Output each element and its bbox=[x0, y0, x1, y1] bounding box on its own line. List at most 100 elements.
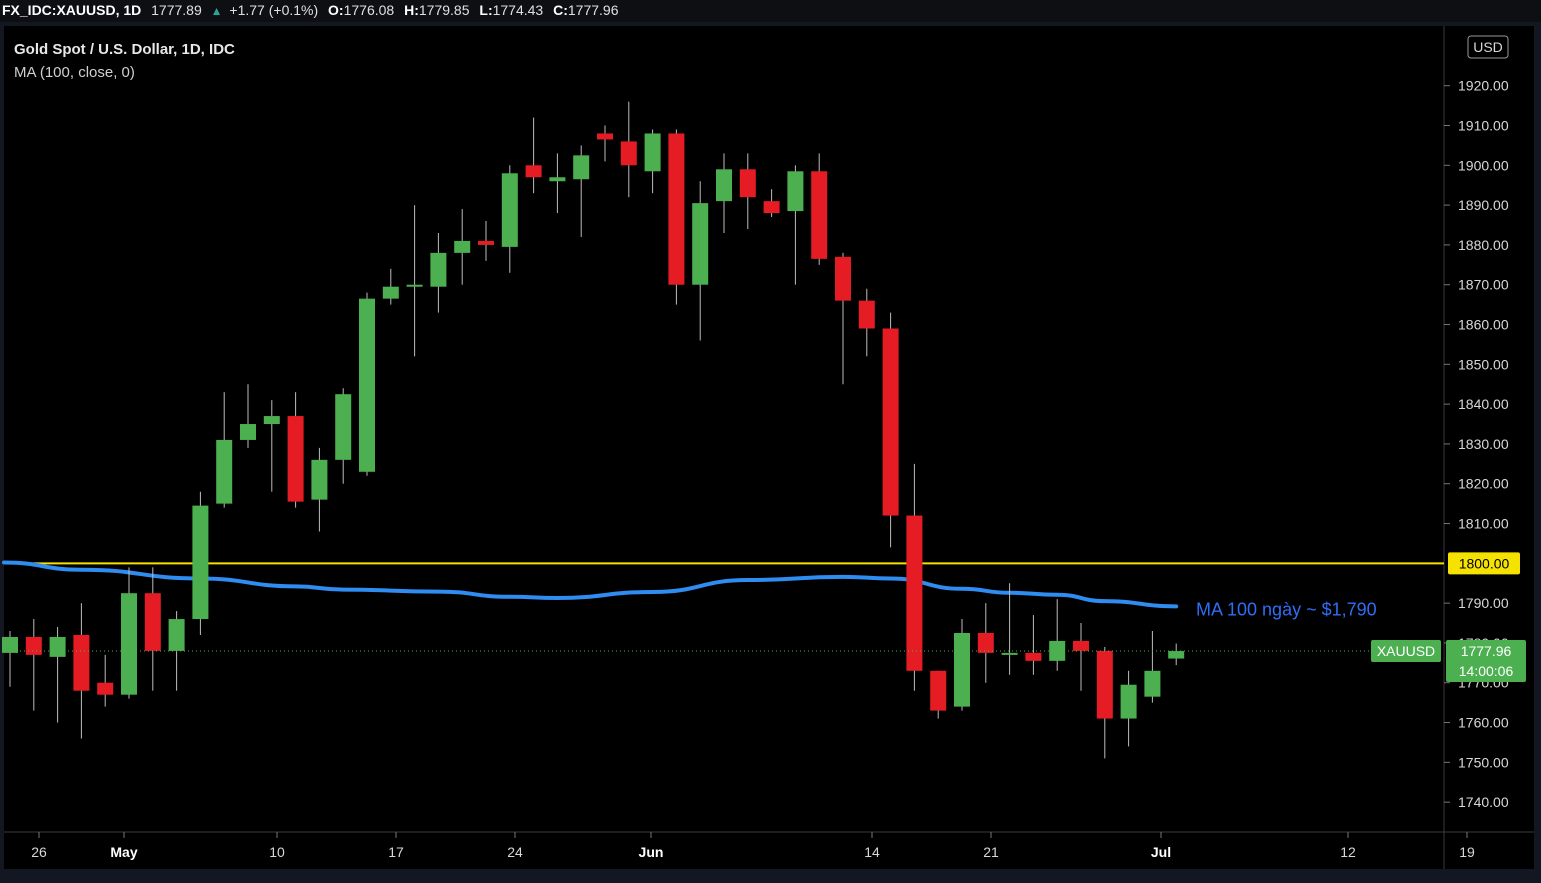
candle-body bbox=[121, 593, 137, 695]
candle-up bbox=[787, 165, 804, 285]
chart-frame: 1920.00 1910.00 1900.00 1890.00 1880.00 1870.… bbox=[0, 22, 1541, 883]
candle-down bbox=[668, 129, 685, 305]
candle-up bbox=[573, 145, 590, 237]
chart-title: Gold Spot / U.S. Dollar, 1D, IDC bbox=[14, 41, 235, 58]
low-label: L: bbox=[479, 2, 493, 18]
level-1800-tag-label: 1800.00 bbox=[1459, 555, 1510, 571]
price-change: +1.77 (+0.1%) bbox=[229, 2, 319, 18]
candle-body bbox=[692, 203, 709, 285]
candle-body bbox=[811, 171, 828, 259]
time-tick-label: 21 bbox=[983, 844, 999, 860]
candle-up bbox=[49, 627, 66, 723]
price-tick-label: 1790.00 bbox=[1458, 595, 1509, 611]
candle-body bbox=[549, 177, 566, 182]
symbol-label[interactable]: FX_IDC:XAUUSD, 1D bbox=[2, 2, 142, 18]
symbol-header: FX_IDC:XAUUSD, 1D 1777.89 ▲ +1.77 (+0.1%… bbox=[0, 0, 1541, 22]
open-value: 1776.08 bbox=[343, 2, 395, 18]
price-tick-label: 1760.00 bbox=[1458, 715, 1509, 731]
candle-body bbox=[835, 256, 851, 301]
chart-background bbox=[4, 26, 1534, 869]
candle-body bbox=[2, 636, 18, 653]
candle-down bbox=[977, 603, 994, 683]
candle-body bbox=[168, 619, 185, 651]
candle-down bbox=[1096, 646, 1113, 759]
price-tick-label: 1750.00 bbox=[1458, 754, 1509, 770]
candle-body bbox=[263, 416, 280, 425]
time-tick-label: 19 bbox=[1459, 844, 1475, 860]
candle-body bbox=[597, 133, 613, 140]
candle-body bbox=[359, 298, 375, 472]
candle-down bbox=[597, 125, 613, 162]
ma-annotation: MA 100 ngày ~ $1,790 bbox=[1196, 599, 1377, 619]
candle-up bbox=[192, 491, 209, 635]
candle-body bbox=[906, 515, 923, 671]
candle-down bbox=[73, 603, 90, 739]
low-value: 1774.43 bbox=[492, 2, 544, 18]
candle-up bbox=[216, 392, 233, 508]
price-tick-label: 1740.00 bbox=[1458, 794, 1509, 810]
candle-up bbox=[1120, 670, 1137, 747]
candle-body bbox=[97, 682, 114, 695]
candle-up bbox=[644, 129, 661, 194]
price-tick-label: 1910.00 bbox=[1458, 118, 1509, 134]
candle-up bbox=[1001, 583, 1018, 675]
candle-up bbox=[954, 619, 970, 711]
candle-body bbox=[763, 201, 780, 214]
time-tick-label: 10 bbox=[269, 844, 285, 860]
candle-body bbox=[25, 636, 42, 655]
candle-body bbox=[954, 632, 970, 707]
time-tick-label: 12 bbox=[1340, 844, 1356, 860]
candle-body bbox=[1096, 650, 1113, 719]
currency-badge-label: USD bbox=[1473, 39, 1503, 55]
candle-down bbox=[858, 288, 875, 357]
current-price-value: 1777.96 bbox=[1461, 643, 1512, 659]
candle-up bbox=[692, 181, 709, 341]
candle-body bbox=[216, 439, 233, 504]
candle-body bbox=[787, 171, 804, 212]
candle-up bbox=[549, 153, 566, 214]
candle-body bbox=[478, 240, 494, 245]
candle-up bbox=[501, 165, 518, 273]
time-tick-label: May bbox=[110, 844, 137, 860]
time-axis[interactable]: 26 May 10 17 24 Jun 14 21 Jul 12 19 bbox=[31, 832, 1475, 860]
candle-body bbox=[858, 300, 875, 329]
candle-up bbox=[2, 630, 18, 687]
candle-down bbox=[525, 117, 542, 194]
high-value: 1779.85 bbox=[418, 2, 470, 18]
candle-down bbox=[930, 670, 947, 719]
candle-body bbox=[668, 133, 685, 285]
time-tick-label: 26 bbox=[31, 844, 47, 860]
price-chart[interactable]: 1920.00 1910.00 1900.00 1890.00 1880.00 1870.… bbox=[0, 22, 1541, 883]
candle-body bbox=[573, 155, 590, 180]
candle-body bbox=[525, 165, 542, 178]
currency-badge[interactable]: USD bbox=[1467, 35, 1509, 59]
candle-body bbox=[716, 169, 732, 202]
candle-body bbox=[1168, 651, 1185, 659]
candle-up bbox=[382, 268, 399, 305]
candle-down bbox=[835, 252, 851, 385]
price-tick-label: 1920.00 bbox=[1458, 78, 1509, 94]
price-tick-label: 1820.00 bbox=[1458, 476, 1509, 492]
price-tick-label: 1850.00 bbox=[1458, 356, 1509, 372]
close-label: C: bbox=[553, 2, 568, 18]
candle-down bbox=[739, 153, 756, 229]
candle-down bbox=[763, 189, 780, 218]
indicator-legend[interactable]: MA (100, close, 0) bbox=[14, 64, 135, 81]
candle-body bbox=[620, 141, 637, 166]
time-tick-label: Jun bbox=[639, 844, 664, 860]
candle-up bbox=[1144, 630, 1161, 703]
bar-countdown: 14:00:06 bbox=[1459, 663, 1514, 679]
high-label: H: bbox=[404, 2, 419, 18]
candle-body bbox=[335, 394, 352, 460]
close-value: 1777.96 bbox=[567, 2, 619, 18]
candle-down bbox=[144, 567, 161, 691]
level-1800-tag: 1800.00 bbox=[1448, 552, 1520, 575]
up-arrow-icon: ▲ bbox=[210, 4, 223, 18]
time-tick-label: Jul bbox=[1151, 844, 1171, 860]
open-label: O: bbox=[328, 2, 344, 18]
symbol-tag-label: XAUUSD bbox=[1377, 643, 1435, 659]
candle-body bbox=[144, 593, 161, 651]
candle-down bbox=[25, 619, 42, 711]
price-tick-label: 1830.00 bbox=[1458, 436, 1509, 452]
candle-up bbox=[263, 400, 280, 492]
